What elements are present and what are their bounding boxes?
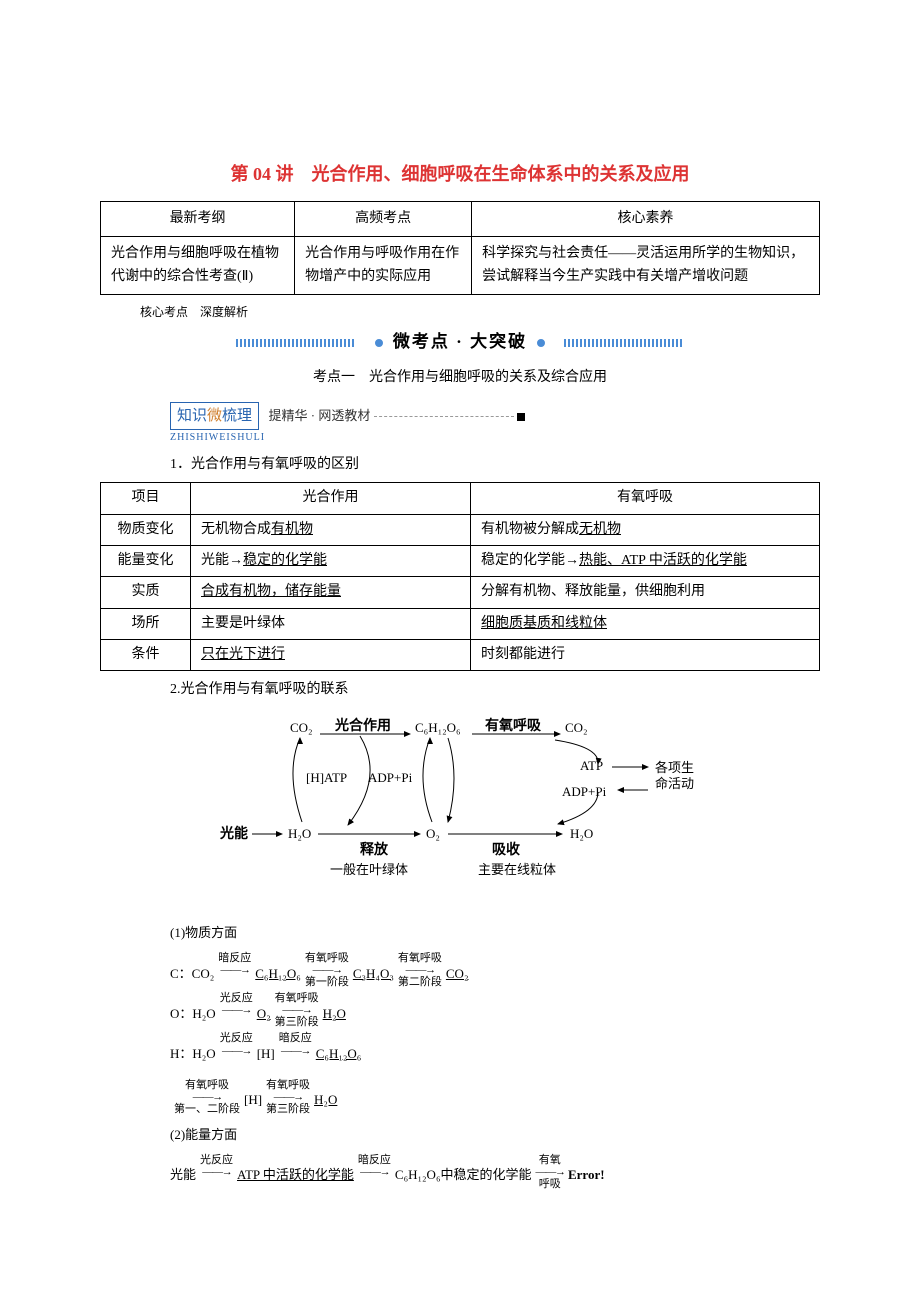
svg-text:O₂: O₂ [426, 826, 440, 841]
svg-text:H₂O: H₂O [570, 826, 593, 841]
ct-r2c0: 实质 [101, 577, 191, 608]
knowledge-box: 知识微梳理 提精华 · 网透教材 ZHISHIWEISHULI [170, 402, 820, 446]
th-core: 核心素养 [472, 201, 820, 236]
svg-text:吸收: 吸收 [492, 841, 521, 858]
ct-r0c0: 物质变化 [101, 514, 191, 545]
ct-r4c2: 时刻都能进行 [471, 640, 820, 671]
banner: 微考点 · 大突破 [100, 328, 820, 355]
td-freq: 光合作用与呼吸作用在作物增产中的实际应用 [295, 237, 472, 295]
svg-text:H₂O: H₂O [288, 826, 311, 841]
material-heading: (1)物质方面 [170, 919, 820, 948]
td-latest: 光合作用与细胞呼吸在植物代谢中的综合性考查(Ⅱ) [101, 237, 295, 295]
ct-r1c1: 光能→稳定的化学能 [191, 545, 471, 576]
ct-r3c1: 主要是叶绿体 [191, 608, 471, 639]
svg-text:CO₂: CO₂ [565, 720, 588, 735]
dot-icon [537, 339, 545, 347]
svg-text:[H]ATP: [H]ATP [306, 770, 347, 785]
svg-text:有氧呼吸: 有氧呼吸 [485, 717, 542, 734]
ct-r4c0: 条件 [101, 640, 191, 671]
svg-text:ATP: ATP [580, 758, 603, 773]
svg-text:各项生命活动: 各项生命活动 [655, 760, 694, 791]
banner-text: 微考点 · 大突破 [393, 332, 527, 351]
ct-r3c0: 场所 [101, 608, 191, 639]
svg-text:C₆H₁₂O₆: C₆H₁₂O₆ [415, 720, 461, 735]
ct-r2c1: 合成有机物，储存能量 [191, 577, 471, 608]
rxn-o: O：H₂O光反应― ― → O₂有氧呼吸― ― →第三阶段H₂O [170, 992, 820, 1028]
syllabus-table: 最新考纲 高频考点 核心素养 光合作用与细胞呼吸在植物代谢中的综合性考查(Ⅱ) … [100, 201, 820, 295]
rxn-h1: H：H₂O光反应― ― → [H]暗反应― ― → C₆H₁₂O₆ [170, 1032, 820, 1068]
svg-text:一般在叶绿体: 一般在叶绿体 [330, 862, 408, 877]
kb-pinyin: ZHISHIWEISHULI [170, 430, 820, 446]
anno-text: 核心考点 深度解析 [140, 303, 248, 322]
svg-text:ADP+Pi: ADP+Pi [368, 770, 413, 785]
energy-heading: (2)能量方面 [170, 1121, 820, 1150]
ct-h2: 有氧呼吸 [471, 483, 820, 514]
ct-r1c2: 稳定的化学能→热能、ATP 中活跃的化学能 [471, 545, 820, 576]
subheading-2: 2.光合作用与有氧呼吸的联系 [170, 679, 820, 701]
ct-r1c0: 能量变化 [101, 545, 191, 576]
comparison-table: 项目 光合作用 有氧呼吸 物质变化无机物合成有机物有机物被分解成无机物 能量变化… [100, 482, 820, 671]
page-title: 第 04 讲 光合作用、细胞呼吸在生命体系中的关系及应用 [100, 160, 820, 189]
ct-h1: 光合作用 [191, 483, 471, 514]
ct-h0: 项目 [101, 483, 191, 514]
rxn-c: C：CO₂暗反应― ― → C₆H₁₂O₆有氧呼吸― ― →第一阶段C₃H₄O₃… [170, 952, 820, 988]
ct-r0c1: 无机物合成有机物 [191, 514, 471, 545]
th-freq: 高频考点 [295, 201, 472, 236]
ct-r2c2: 分解有机物、释放能量，供细胞利用 [471, 577, 820, 608]
subheading-1: 1．光合作用与有氧呼吸的区别 [170, 454, 820, 476]
kb-sub: 提精华 · 网透教材 [269, 408, 371, 423]
ct-r0c2: 有机物被分解成无机物 [471, 514, 820, 545]
dot-icon [375, 339, 383, 347]
svg-text:CO₂: CO₂ [290, 720, 313, 735]
svg-text:释放: 释放 [360, 841, 389, 858]
kb-main2: 梳理 [222, 408, 252, 424]
material-aspect: (1)物质方面 C：CO₂暗反应― ― → C₆H₁₂O₆有氧呼吸― ― →第一… [170, 919, 820, 1190]
annotation-row: 核心考点 深度解析 [100, 303, 820, 322]
section-title: 考点一 光合作用与细胞呼吸的关系及综合应用 [100, 367, 820, 389]
th-latest: 最新考纲 [101, 201, 295, 236]
kb-wei: 微 [207, 408, 222, 424]
td-core: 科学探究与社会责任——灵活运用所学的生物知识，尝试解释当今生产实践中有关增产增收… [472, 237, 820, 295]
kb-main: 知识 [177, 408, 207, 424]
svg-text:ADP+Pi: ADP+Pi [562, 784, 607, 799]
ct-r4c1: 只在光下进行 [191, 640, 471, 671]
svg-text:主要在线粒体: 主要在线粒体 [478, 862, 556, 877]
ct-r3c2: 细胞质基质和线粒体 [471, 608, 820, 639]
rxn-energy: 光能光反应― ― → ATP 中活跃的化学能暗反应― ― → C₆H₁₂O₆中稳… [170, 1154, 820, 1190]
rxn-h2: 有氧呼吸― ― →第一、二阶段[H]有氧呼吸― ― →第三阶段H₂O [170, 1079, 820, 1115]
svg-text:光合作用: 光合作用 [334, 717, 391, 734]
svg-text:光能: 光能 [219, 825, 248, 842]
relation-diagram: CO₂ 光合作用 C₆H₁₂O₆ 有氧呼吸 CO₂ [H]ATP ADP+Pi … [100, 712, 820, 905]
